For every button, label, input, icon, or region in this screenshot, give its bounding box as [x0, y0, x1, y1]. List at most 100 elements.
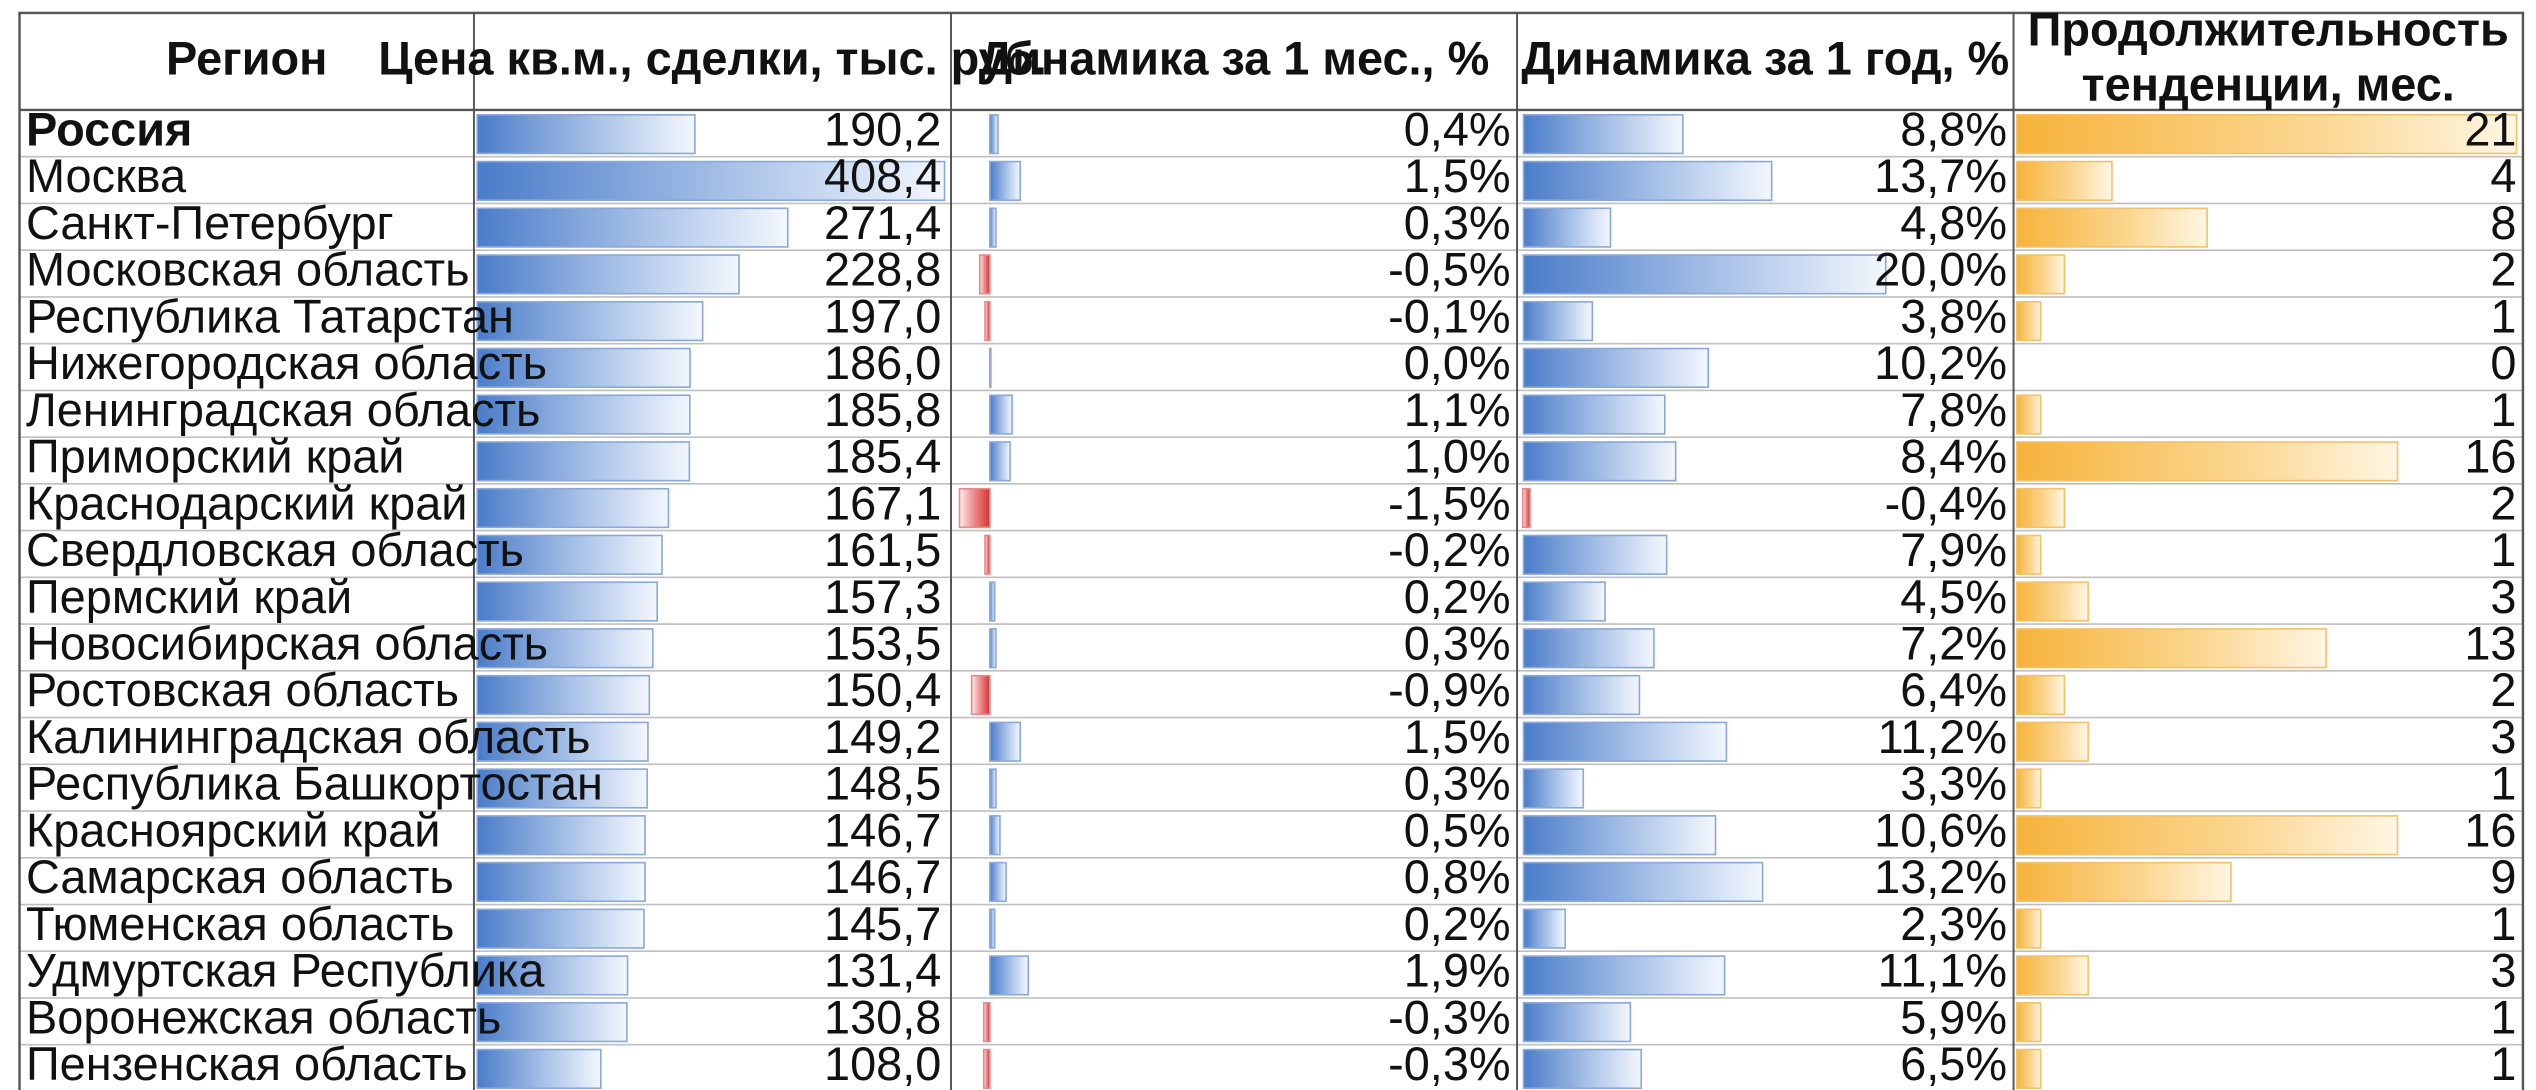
month-change-value: -0,3% — [1388, 1038, 1510, 1090]
year-change-bar — [1522, 160, 1773, 202]
year-change-value: 3,3% — [1900, 758, 2007, 810]
text-layer: Регион Цена кв.м., сделки, тыс. руб.Динам… — [26, 3, 2517, 1090]
trend-duration-bar — [2015, 955, 2089, 996]
year-change-value: 5,9% — [1900, 991, 2007, 1043]
trend-duration-value: 0 — [2490, 337, 2516, 389]
trend-duration-bar — [2015, 721, 2089, 762]
year-change-bar — [1522, 861, 1764, 903]
trend-duration-bar — [2015, 1048, 2042, 1090]
month-change-value: 1,0% — [1404, 431, 1511, 483]
price-value: 190,2 — [824, 103, 941, 155]
year-change-bar — [1521, 487, 1531, 529]
month-change-value: -0,2% — [1388, 524, 1510, 576]
price-value: 185,4 — [824, 431, 941, 483]
trend-duration-value: 21 — [2464, 103, 2516, 155]
region-label: Новосибирская область — [26, 617, 548, 669]
year-change-bar — [1522, 207, 1612, 248]
year-change-bar — [1522, 1002, 1632, 1043]
month-change-bar — [984, 534, 991, 575]
month-change-value: -0,1% — [1388, 290, 1510, 342]
year-change-value: 20,0% — [1874, 244, 2007, 296]
price-value: 148,5 — [824, 758, 941, 810]
price-bar — [476, 1048, 602, 1090]
month-change-bar — [989, 768, 997, 809]
year-change-value: 13,2% — [1874, 851, 2007, 903]
trend-duration-bar — [2015, 441, 2399, 482]
month-change-bar — [989, 861, 1007, 903]
region-label: Московская область — [26, 244, 470, 296]
month-change-value: 0,8% — [1404, 851, 1511, 903]
price-bar — [476, 908, 645, 949]
region-label: Воронежская область — [26, 991, 501, 1043]
price-value: 186,0 — [824, 337, 941, 389]
year-change-value: 7,8% — [1900, 384, 2007, 436]
month-change-bar — [989, 207, 997, 248]
month-change-bar — [989, 347, 992, 388]
trend-duration-bar — [2015, 908, 2042, 949]
price-value: 197,0 — [824, 290, 941, 342]
month-change-bar — [982, 1002, 991, 1043]
trend-duration-bar — [2015, 487, 2066, 529]
year-change-bar — [1522, 674, 1641, 716]
month-change-bar — [958, 487, 991, 529]
price-value: 108,0 — [824, 1038, 941, 1090]
price-value: 131,4 — [824, 945, 941, 997]
region-label: Свердловская область — [26, 524, 524, 576]
region-label: Россия — [26, 103, 192, 155]
year-change-value: 3,8% — [1900, 290, 2007, 342]
trend-duration-value: 1 — [2490, 1038, 2516, 1090]
year-change-value: 6,4% — [1900, 664, 2007, 716]
month-change-bar — [989, 815, 1001, 856]
year-change-value: 2,3% — [1900, 898, 2007, 950]
trend-duration-value: 9 — [2490, 851, 2516, 903]
price-value: 157,3 — [824, 571, 941, 623]
trend-duration-bar — [2015, 628, 2327, 669]
month-change-bar — [989, 394, 1013, 435]
trend-duration-bar — [2015, 1002, 2042, 1043]
month-change-bar — [989, 955, 1030, 996]
region-label: Приморский край — [26, 431, 404, 483]
trend-duration-bar — [2015, 254, 2066, 295]
year-change-value: 10,6% — [1874, 804, 2007, 856]
table-border — [18, 11, 2525, 1090]
price-bar — [476, 861, 646, 903]
region-label: Краснодарский край — [26, 477, 467, 529]
trend-duration-value: 1 — [2490, 290, 2516, 342]
month-change-value: 0,2% — [1404, 571, 1511, 623]
trend-duration-value: 2 — [2490, 664, 2516, 716]
month-change-bar — [989, 581, 996, 622]
year-change-bar — [1522, 768, 1585, 809]
price-bar — [476, 160, 946, 202]
region-label: Ленинградская область — [26, 384, 540, 436]
price-bar — [476, 768, 648, 809]
price-value: 161,5 — [824, 524, 941, 576]
price-bar — [476, 487, 670, 529]
month-change-value: 0,5% — [1404, 804, 1511, 856]
trend-duration-value: 1 — [2490, 991, 2516, 1043]
header-price: Цена кв.м., сделки, тыс. руб. — [378, 32, 1047, 84]
month-change-bar — [984, 300, 991, 342]
price-value: 145,7 — [824, 898, 941, 950]
price-value: 150,4 — [824, 664, 941, 716]
month-change-bar — [989, 114, 999, 155]
year-change-bar — [1522, 581, 1606, 622]
trend-duration-value: 4 — [2490, 150, 2516, 202]
price-bar — [476, 1002, 628, 1043]
month-change-bar — [989, 441, 1011, 482]
trend-duration-bar — [2015, 114, 2518, 155]
month-change-value: 0,3% — [1404, 197, 1511, 249]
price-bar — [476, 628, 654, 669]
price-value: 228,8 — [824, 244, 941, 296]
trend-duration-bar — [2015, 394, 2042, 435]
trend-duration-bar — [2015, 207, 2208, 248]
year-change-value: 6,5% — [1900, 1038, 2007, 1090]
bars-layer — [476, 114, 2518, 1090]
month-change-bar — [982, 1048, 991, 1090]
trend-duration-value: 1 — [2490, 898, 2516, 950]
month-change-bar — [989, 908, 996, 949]
price-value: 149,2 — [824, 711, 941, 763]
year-change-value: -0,4% — [1885, 477, 2007, 529]
year-change-value: 8,4% — [1900, 431, 2007, 483]
trend-duration-bar — [2015, 160, 2113, 202]
month-change-value: -0,9% — [1388, 664, 1510, 716]
